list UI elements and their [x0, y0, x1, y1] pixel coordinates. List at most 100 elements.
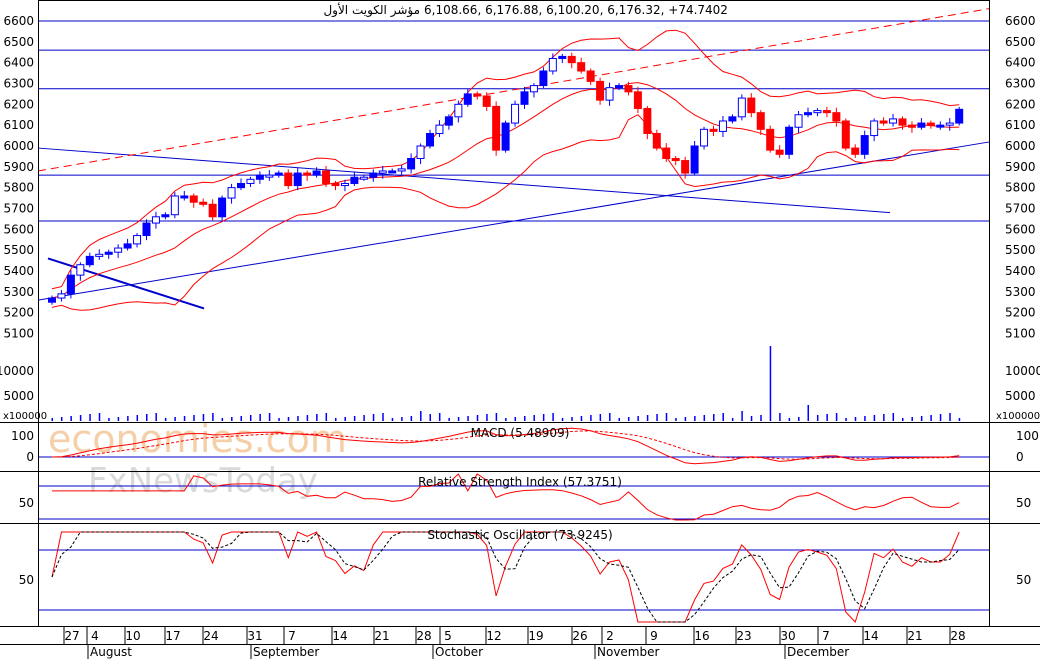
candle-body: [907, 124, 916, 128]
candle-body: [586, 70, 595, 82]
stoch-d-line: [51, 531, 960, 623]
price-y-axis: 5100 5100 5200 5200 5300 5300 5400 5400 5500 5500…: [0, 14, 1040, 403]
volume-tick-left: 5000: [3, 389, 34, 403]
x-day-label: 21: [907, 629, 922, 643]
price-tick-right: 5900: [1005, 160, 1036, 174]
price-tick-left: 6000: [3, 139, 34, 153]
volume-bar: [835, 413, 838, 421]
support-trendline: [37, 141, 991, 301]
x-day-label: 31: [247, 629, 262, 643]
candle-body: [180, 195, 189, 199]
volume-bar: [278, 418, 280, 421]
panel-tick-right: 0: [1016, 450, 1024, 464]
volume-bar: [231, 417, 233, 421]
candle-body: [104, 251, 113, 255]
candle-body: [388, 170, 397, 174]
candle-body: [133, 235, 142, 245]
candle-body: [681, 160, 690, 174]
candle-body: [274, 172, 283, 176]
volume-bar: [363, 415, 365, 421]
volume-bar: [798, 417, 800, 421]
price-tick-right: 6000: [1005, 139, 1036, 153]
volume-bar: [51, 418, 53, 421]
candles: [48, 52, 964, 305]
price-tick-right: 6400: [1005, 56, 1036, 70]
candle-body: [407, 157, 416, 170]
candle-body: [577, 62, 586, 72]
volume-bar: [316, 414, 318, 421]
candle-body: [331, 182, 340, 187]
candle-body: [369, 172, 378, 178]
x-day-label: 28: [416, 629, 431, 643]
volume-bar: [467, 416, 469, 421]
candle-body: [652, 132, 661, 149]
volume-bar: [174, 417, 176, 421]
candle-body: [633, 91, 642, 109]
volume-bar: [722, 413, 724, 421]
volume-bar: [826, 414, 828, 421]
candle-body: [548, 57, 557, 72]
volume-bar: [287, 417, 290, 421]
x-day-label: 26: [572, 629, 587, 643]
volume-bar: [429, 414, 431, 421]
candle-body: [350, 176, 359, 184]
volume-bar: [599, 414, 602, 421]
candle-body: [945, 122, 954, 126]
volume-bar: [372, 414, 375, 421]
panel-tick-left: 50: [19, 496, 34, 510]
candle-body: [643, 107, 652, 134]
volume-bar: [892, 413, 895, 421]
volume-bar: [98, 413, 101, 421]
volume-bar: [864, 416, 866, 421]
price-tick-right: 5800: [1005, 181, 1036, 195]
volume-bar: [845, 418, 847, 421]
x-day-label: 14: [332, 629, 347, 643]
volume-bar: [297, 416, 299, 421]
candle-body: [265, 174, 274, 178]
volume-bar: [552, 413, 554, 421]
volume-bar: [524, 416, 526, 421]
price-tick-right: 5300: [1005, 285, 1036, 299]
candle-body: [473, 93, 482, 97]
rsi-label: Relative Strength Index (57.3751): [418, 475, 622, 489]
stoch-k-line: [51, 531, 960, 623]
panel-tick-left: 0: [26, 450, 34, 464]
candle-body: [114, 247, 123, 253]
candle-body: [492, 105, 501, 151]
candle-body: [870, 120, 879, 137]
middle-band: [51, 82, 960, 299]
resistance-trendline: [37, 147, 891, 214]
price-tick-right: 5200: [1005, 306, 1036, 320]
candle-body: [57, 293, 66, 299]
candle-body: [926, 122, 935, 126]
x-day-label: 7: [822, 629, 830, 643]
price-tick-left: 6200: [3, 97, 34, 111]
volume-bar: [561, 418, 564, 421]
volume-bar: [542, 414, 545, 421]
volume-bar: [703, 415, 706, 421]
candle-body: [851, 147, 860, 155]
candle-body: [199, 201, 208, 205]
x-day-label: 16: [694, 629, 709, 643]
price-tick-right: 5600: [1005, 222, 1036, 236]
volume-bar: [335, 418, 337, 421]
stochastic-panel: 50 50: [19, 531, 1031, 623]
candle-body: [246, 178, 255, 184]
x-day-label: 27: [64, 629, 79, 643]
price-tick-right: 5100: [1005, 326, 1036, 340]
candle-body: [936, 124, 945, 128]
volume-bar: [146, 414, 148, 421]
volume-bar: [911, 417, 913, 421]
candle-body: [66, 274, 75, 295]
candle-body: [511, 103, 520, 124]
upper-band: [51, 29, 960, 290]
candle-body: [444, 116, 453, 126]
candle-body: [303, 172, 312, 176]
candle-body: [662, 147, 671, 159]
price-tick-right: 5700: [1005, 201, 1036, 215]
volume-bar: [420, 411, 422, 421]
volume-unit-right: x100000: [996, 411, 1040, 422]
volume-bar: [713, 414, 715, 421]
price-tick-left: 6500: [3, 35, 34, 49]
volume-bar: [183, 416, 186, 421]
